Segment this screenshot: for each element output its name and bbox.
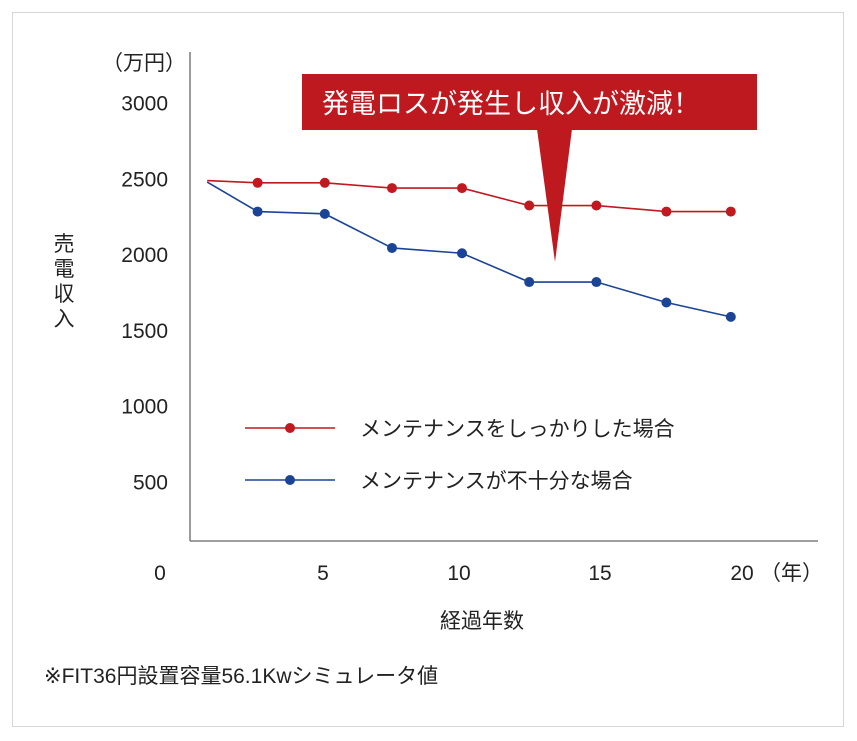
legend-marker	[285, 423, 295, 433]
data-point	[319, 208, 330, 219]
x-unit-label: （年）	[760, 562, 823, 585]
series-line	[206, 181, 731, 318]
data-point	[387, 242, 397, 253]
x-tick-label: 5	[317, 562, 329, 585]
footnote: ※FIT36円設置容量56.1Kwシミュレータ値	[44, 665, 439, 688]
annotation-pointer	[537, 129, 572, 262]
data-point	[387, 183, 397, 194]
legend-label: メンテナンスが不十分な場合	[360, 470, 633, 493]
x-tick-label: 15	[588, 562, 611, 585]
x-tick-label: 20	[730, 562, 753, 585]
data-point	[457, 248, 467, 259]
y-tick-label: 2500	[121, 168, 168, 191]
data-point	[591, 200, 602, 211]
y-tick-label: 1500	[121, 320, 168, 343]
x-tick-label: 0	[154, 562, 166, 585]
data-point	[252, 177, 263, 188]
data-point	[457, 183, 467, 194]
annotation-banner	[302, 74, 757, 130]
annotation: 発電ロスが発生し収入が激減！	[302, 74, 757, 262]
data-point	[661, 206, 672, 217]
data-point	[252, 206, 263, 217]
annotation-text: 発電ロスが発生し収入が激減！	[322, 89, 700, 119]
data-point	[661, 297, 672, 308]
data-point	[725, 206, 736, 217]
y-unit-label: （万円）	[102, 52, 186, 75]
data-point	[591, 277, 602, 288]
series-0	[207, 177, 736, 217]
y-axis-label: 売電収入	[53, 233, 75, 331]
x-tick-label: 10	[447, 562, 470, 585]
y-tick-label: 500	[133, 471, 168, 494]
data-point	[524, 200, 535, 211]
x-axis-label: 経過年数	[440, 610, 524, 633]
data-point	[319, 177, 330, 188]
y-tick-label: 3000	[121, 93, 168, 116]
chart-frame	[12, 12, 844, 727]
y-tick-label: 1000	[121, 396, 168, 419]
legend-label: メンテナンスをしっかりした場合	[360, 418, 675, 441]
series-line	[207, 179, 731, 213]
legend-marker	[285, 475, 295, 485]
y-tick-label: 2000	[121, 244, 168, 267]
data-point	[725, 311, 736, 322]
series-1	[206, 181, 736, 322]
data-point	[524, 277, 535, 288]
